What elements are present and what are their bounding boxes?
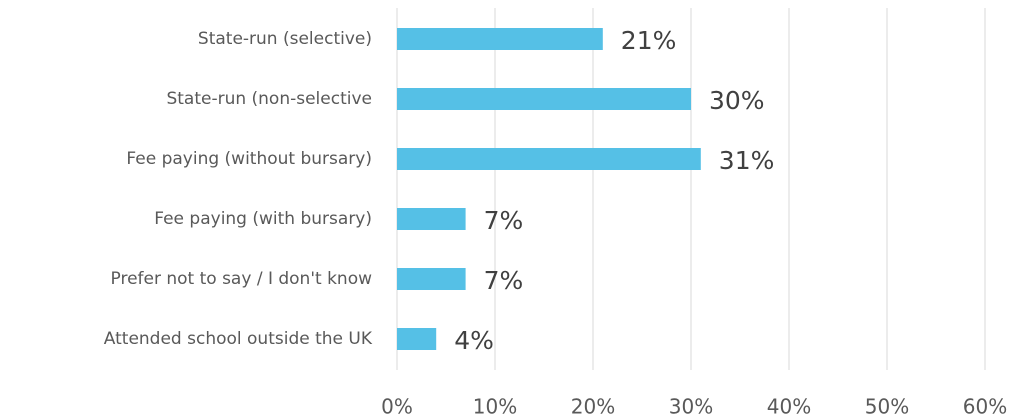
x-tick-label: 30% — [669, 395, 713, 419]
y-tick-label: Attended school outside the UK — [104, 329, 373, 349]
bar — [397, 28, 603, 50]
x-tick-label: 60% — [963, 395, 1007, 419]
y-tick-label: Fee paying (with bursary) — [154, 209, 372, 229]
bar — [397, 328, 437, 350]
x-tick-label: 10% — [473, 395, 517, 419]
x-tick-label: 20% — [571, 395, 615, 419]
x-tick-label: 0% — [381, 395, 413, 419]
y-tick-label: Fee paying (without bursary) — [126, 149, 372, 169]
x-tick-label: 50% — [865, 395, 909, 419]
data-label: 7% — [484, 266, 524, 295]
y-tick-label: State-run (selective) — [198, 29, 372, 49]
bar — [397, 268, 466, 290]
data-label: 4% — [454, 326, 494, 355]
data-label: 21% — [621, 26, 677, 55]
data-label: 30% — [709, 86, 765, 115]
bar — [397, 208, 466, 230]
data-label: 31% — [719, 146, 775, 175]
x-tick-label: 40% — [767, 395, 811, 419]
y-tick-label: State-run (non-selective — [166, 89, 372, 109]
y-tick-label: Prefer not to say / I don't know — [111, 269, 373, 289]
bar — [397, 88, 691, 110]
data-label: 7% — [484, 206, 524, 235]
bar — [397, 148, 701, 170]
